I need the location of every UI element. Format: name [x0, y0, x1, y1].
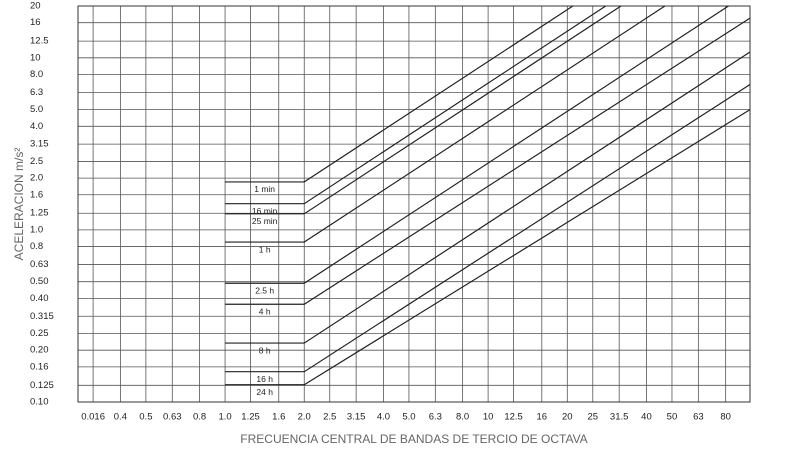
y-tick-label: 6.3: [30, 87, 43, 98]
y-tick-label: 2.0: [30, 173, 43, 184]
x-tick-label: 12.5: [504, 412, 523, 423]
y-tick-label: 20: [30, 1, 41, 12]
x-tick-label: 1.0: [218, 412, 231, 423]
exposure-line: [225, 17, 751, 305]
exposure-line: [225, 5, 729, 284]
y-tick-label: 1.6: [30, 189, 43, 200]
x-tick-label: 0.63: [163, 412, 182, 423]
x-tick-label: 10: [483, 412, 494, 423]
x-tick-label: 50: [667, 412, 678, 423]
x-tick-label: 40: [641, 412, 652, 423]
line-label: 8 h: [259, 345, 271, 355]
x-tick-label: 6.3: [429, 412, 442, 423]
x-tick-label: 80: [720, 412, 731, 423]
x-tick-label: 31.5: [610, 412, 629, 423]
x-tick-label: 0.016: [81, 412, 105, 423]
exposure-line: [225, 109, 751, 386]
line-label: 4 h: [259, 306, 271, 316]
x-axis-label: FRECUENCIA CENTRAL DE BANDAS DE TERCIO D…: [240, 432, 587, 446]
exposure-line: [225, 51, 751, 344]
y-tick-label: 12.5: [30, 36, 49, 47]
line-label: 25 min: [252, 216, 278, 226]
line-label: 24 h: [256, 387, 273, 397]
exposure-line: [225, 5, 607, 205]
y-tick-label: 1.25: [30, 208, 49, 219]
y-tick-label: 0.63: [30, 259, 49, 270]
y-tick-label: 0.50: [30, 276, 49, 287]
x-tick-label: 5.0: [402, 412, 415, 423]
exposure-line: [225, 5, 666, 243]
x-tick-label: 2.5: [323, 412, 336, 423]
plot-frame: [77, 5, 751, 403]
y-tick-label: 0.40: [30, 293, 49, 304]
y-tick-label: 0.125: [30, 380, 54, 391]
y-tick-label: 10: [30, 52, 41, 63]
y-tick-label: 0.25: [30, 328, 49, 339]
x-tick-label: 1.6: [272, 412, 285, 423]
line-label: 16 h: [256, 374, 273, 384]
x-tick-label: 16: [537, 412, 548, 423]
x-tick-label: 2.0: [298, 412, 311, 423]
y-tick-label: 2.5: [30, 156, 43, 167]
line-label: 1 h: [259, 244, 271, 254]
x-tick-label: 25: [587, 412, 598, 423]
y-tick-label: 1.0: [30, 224, 43, 235]
x-tick-label: 0.5: [139, 412, 152, 423]
exposure-line: [225, 5, 574, 183]
y-tick-label: 4.0: [30, 121, 43, 132]
x-tick-label: 0.8: [193, 412, 206, 423]
y-tick-label: 3.15: [30, 139, 49, 150]
line-label: 16 min: [252, 206, 278, 216]
y-axis-label: ACELERACION m/s²: [12, 148, 26, 261]
y-tick-label: 8.0: [30, 69, 43, 80]
y-tick-label: 0.315: [30, 311, 54, 322]
x-tick-label: 4.0: [377, 412, 390, 423]
x-tick-label: 3.15: [347, 412, 366, 423]
line-label: 1 min: [254, 184, 275, 194]
x-tick-label: 8.0: [456, 412, 469, 423]
exposure-line: [225, 5, 622, 215]
x-tick-label: 20: [562, 412, 573, 423]
y-tick-label: 0.20: [30, 345, 49, 356]
y-tick-label: 5.0: [30, 104, 43, 115]
y-tick-label: 0.10: [30, 397, 49, 408]
exposure-line: [225, 83, 751, 373]
y-tick-label: 16: [30, 17, 41, 28]
x-tick-label: 0.4: [114, 412, 127, 423]
y-tick-label: 0.16: [30, 361, 49, 372]
y-tick-label: 0.8: [30, 241, 43, 252]
x-tick-label: 63: [693, 412, 704, 423]
line-label: 2.5 h: [255, 285, 274, 295]
x-tick-label: 1.25: [241, 412, 260, 423]
